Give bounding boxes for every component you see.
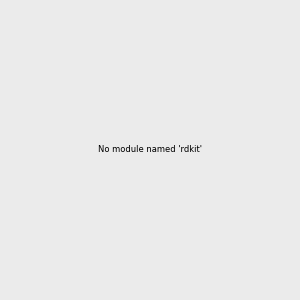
Text: No module named 'rdkit': No module named 'rdkit': [98, 146, 202, 154]
